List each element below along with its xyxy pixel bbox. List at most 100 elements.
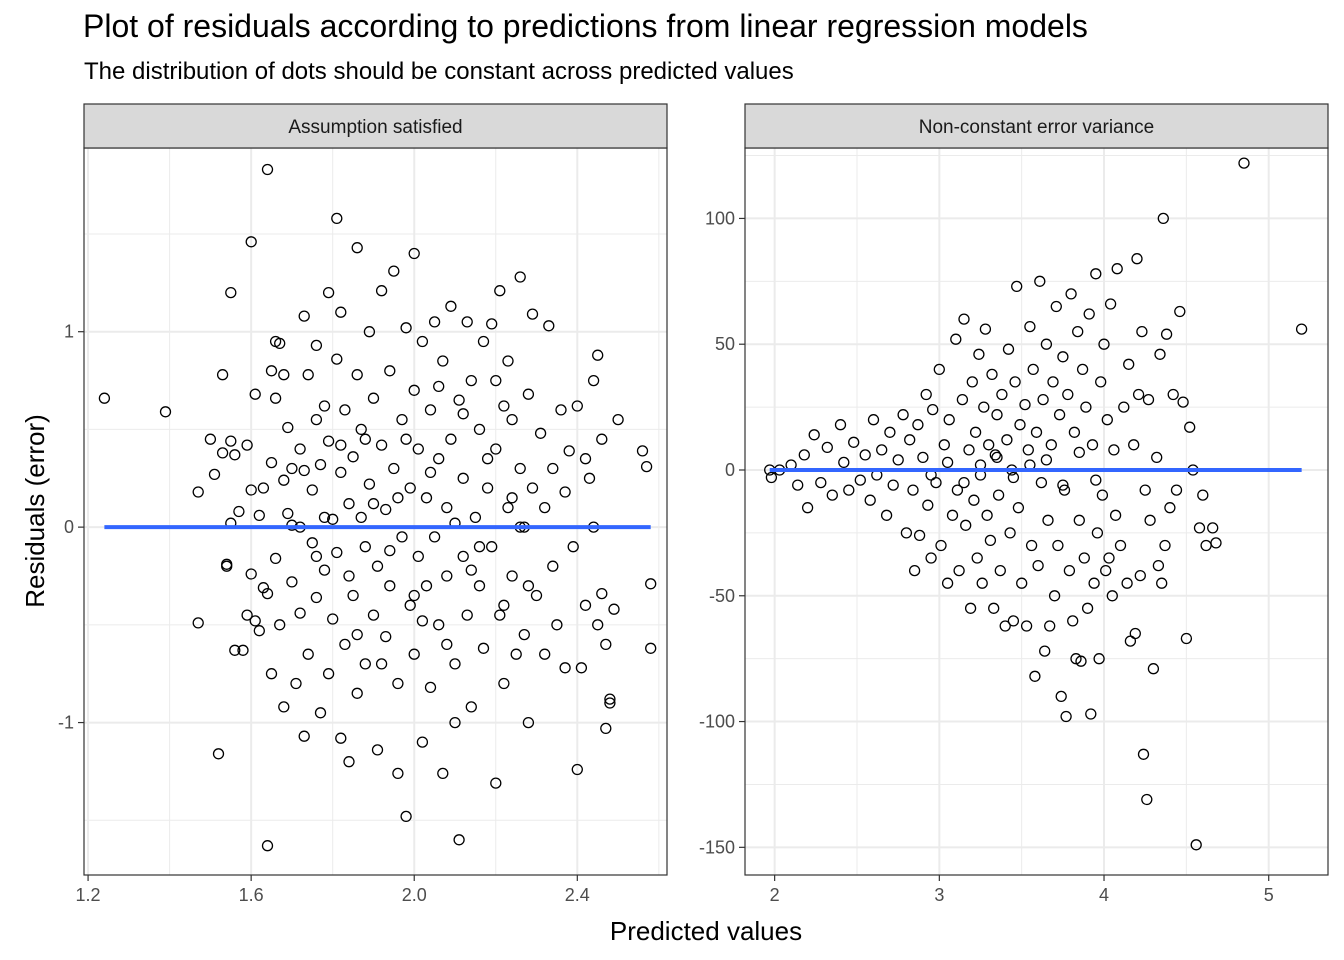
data-point — [490, 443, 502, 455]
data-point — [1048, 590, 1061, 602]
facet-strip — [83, 103, 668, 149]
data-point — [1118, 401, 1130, 413]
data-point — [335, 439, 347, 451]
data-point — [864, 494, 876, 506]
data-point — [604, 693, 616, 705]
data-point — [567, 541, 579, 553]
data-point — [392, 492, 404, 504]
data-points — [764, 157, 1308, 851]
data-point — [530, 589, 543, 602]
data-point — [420, 580, 433, 592]
data-point — [306, 537, 318, 549]
data-point — [498, 677, 510, 690]
data-point — [298, 464, 310, 477]
x-tick-label: 3 — [934, 885, 944, 905]
data-point — [838, 456, 850, 469]
data-point — [826, 489, 838, 501]
data-point — [331, 353, 343, 365]
data-point — [229, 644, 241, 656]
data-point — [1062, 388, 1074, 401]
data-point — [1004, 527, 1016, 539]
data-point — [1067, 615, 1079, 627]
data-point — [1095, 376, 1107, 388]
data-point — [1090, 474, 1102, 486]
y-tick-label: 0 — [64, 517, 74, 537]
data-point — [1142, 393, 1155, 406]
data-point — [424, 681, 437, 694]
data-point — [257, 582, 270, 594]
data-point — [322, 286, 335, 299]
data-point — [1114, 539, 1127, 552]
data-point — [600, 638, 612, 651]
data-point — [290, 677, 302, 690]
data-point — [951, 484, 964, 496]
data-point — [1121, 577, 1133, 589]
data-point — [900, 527, 913, 539]
data-point — [991, 451, 1003, 464]
data-point — [461, 316, 473, 328]
data-point — [765, 471, 778, 484]
data-point — [384, 544, 396, 557]
data-point — [989, 449, 1001, 461]
data-point — [269, 392, 282, 404]
data-point — [559, 662, 571, 674]
data-point — [1030, 426, 1043, 438]
data-point — [1144, 514, 1156, 526]
data-point — [310, 591, 323, 604]
data-point — [963, 444, 975, 456]
y-tick-label: 1 — [64, 322, 74, 342]
data-point — [408, 384, 420, 396]
data-point — [339, 404, 351, 416]
data-point — [363, 326, 376, 338]
data-point — [457, 550, 469, 563]
data-point — [884, 426, 896, 438]
data-point — [261, 840, 274, 852]
data-point — [1093, 653, 1105, 665]
data-point — [208, 468, 221, 481]
data-point — [441, 638, 453, 651]
x-tick-label: 5 — [1264, 885, 1274, 905]
data-point — [971, 552, 983, 564]
data-point — [978, 401, 990, 413]
data-point — [1108, 444, 1120, 456]
data-point — [1151, 451, 1163, 464]
data-point — [604, 697, 616, 709]
data-point — [1160, 328, 1173, 340]
data-point — [1180, 632, 1193, 645]
data-point — [1053, 409, 1066, 421]
data-point — [241, 609, 253, 621]
data-point — [1190, 839, 1202, 851]
panel-background — [84, 148, 667, 875]
y-tick-label: 0 — [725, 460, 735, 480]
data-point — [282, 421, 294, 434]
data-point — [404, 599, 416, 611]
data-point — [412, 443, 424, 455]
data-point — [986, 368, 998, 381]
data-point — [314, 707, 327, 719]
data-point — [159, 406, 172, 418]
data-point — [310, 550, 323, 563]
data-point — [994, 564, 1006, 577]
data-point — [355, 511, 367, 524]
data-point — [302, 369, 314, 381]
data-point — [400, 322, 412, 334]
data-point — [834, 419, 847, 431]
data-point — [351, 628, 363, 641]
data-point — [960, 519, 972, 531]
data-point — [522, 388, 535, 400]
data-point — [1019, 398, 1031, 411]
data-point — [351, 687, 363, 699]
data-point — [416, 335, 429, 348]
data-point — [298, 310, 310, 322]
data-point — [261, 163, 274, 176]
data-point — [933, 363, 945, 376]
x-tick-label: 1.2 — [76, 885, 101, 905]
data-point — [98, 392, 111, 404]
data-point — [494, 609, 506, 621]
data-point — [1132, 388, 1145, 401]
data-point — [331, 212, 343, 225]
data-point — [1012, 502, 1025, 514]
data-point — [950, 333, 962, 345]
data-point — [969, 426, 982, 438]
data-point — [233, 505, 245, 518]
